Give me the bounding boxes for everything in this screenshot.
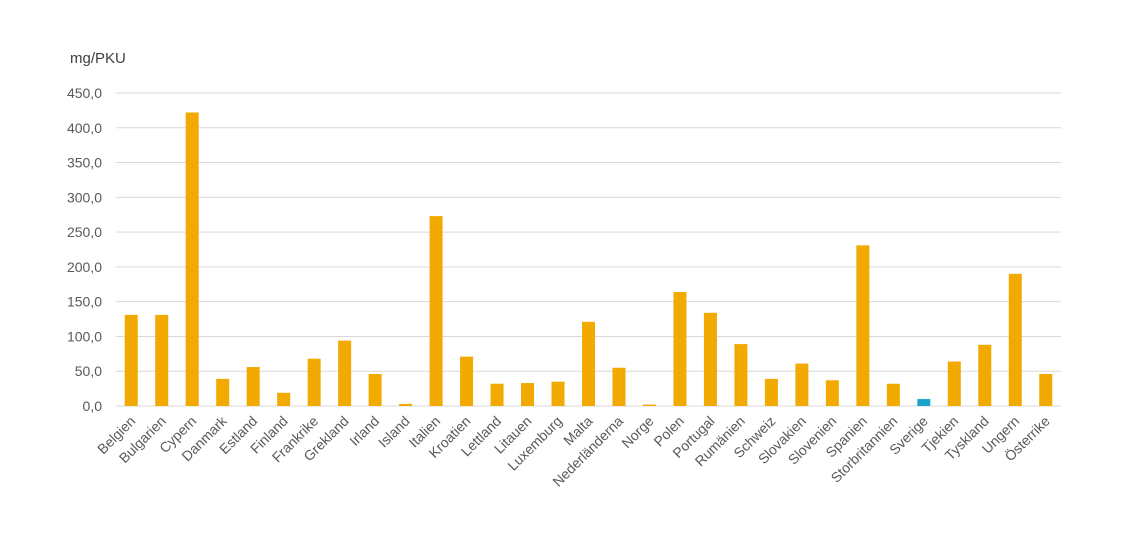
bar-schweiz — [764, 378, 778, 406]
bar-italien — [429, 216, 443, 406]
bar-portugal — [703, 312, 717, 406]
bar-sverige — [917, 399, 931, 406]
bar-frankrike — [307, 358, 321, 406]
bar-polen — [673, 291, 687, 406]
bar-danmark — [216, 378, 230, 406]
y-tick-label: 350,0 — [67, 155, 102, 171]
x-tick-label: Island — [375, 413, 413, 451]
bar-bulgarien — [155, 314, 169, 406]
y-tick-label: 0,0 — [83, 398, 103, 414]
bar-slovenien — [825, 380, 839, 406]
bar-grekland — [338, 340, 352, 406]
y-axis-unit-label: mg/PKU — [70, 50, 126, 67]
bar-rumänien — [734, 344, 748, 406]
bar-irland — [368, 374, 382, 406]
bar-cypern — [185, 112, 199, 406]
x-tick-label: Norge — [618, 413, 656, 451]
bar-norge — [642, 404, 656, 406]
bar-tjekien — [947, 361, 961, 406]
y-tick-label: 150,0 — [67, 294, 102, 310]
y-tick-label: 400,0 — [67, 120, 102, 136]
y-tick-label: 200,0 — [67, 259, 102, 275]
x-tick-label: Irland — [346, 413, 382, 449]
bar-österrike — [1039, 374, 1053, 406]
bar-lettland — [490, 383, 504, 406]
bar-nederländerna — [612, 367, 626, 406]
bar-luxemburg — [551, 381, 565, 406]
y-tick-label: 50,0 — [75, 363, 102, 379]
x-axis-ticks: BelgienBulgarienCypernDanmarkEstlandFinl… — [94, 412, 1053, 490]
y-tick-label: 300,0 — [67, 189, 102, 205]
bar-belgien — [124, 314, 138, 406]
bar-slovakien — [795, 363, 809, 406]
bar-island — [399, 403, 413, 406]
y-tick-label: 250,0 — [67, 224, 102, 240]
bar-estland — [246, 367, 260, 406]
bar-storbritannien — [886, 383, 900, 406]
bar-tyskland — [978, 344, 992, 406]
bar-kroatien — [460, 356, 474, 406]
bar-spanien — [856, 245, 870, 406]
y-tick-label: 450,0 — [67, 85, 102, 101]
y-tick-label: 100,0 — [67, 328, 102, 344]
y-axis-ticks: 0,0 50,0 100,0 150,0 200,0 250,0 300,0 350,0 400… — [67, 85, 102, 414]
bar-ungern — [1008, 273, 1022, 406]
bar-litauen — [521, 383, 535, 406]
bar-finland — [277, 392, 291, 406]
bar-malta — [582, 321, 595, 406]
bars — [124, 112, 1053, 406]
